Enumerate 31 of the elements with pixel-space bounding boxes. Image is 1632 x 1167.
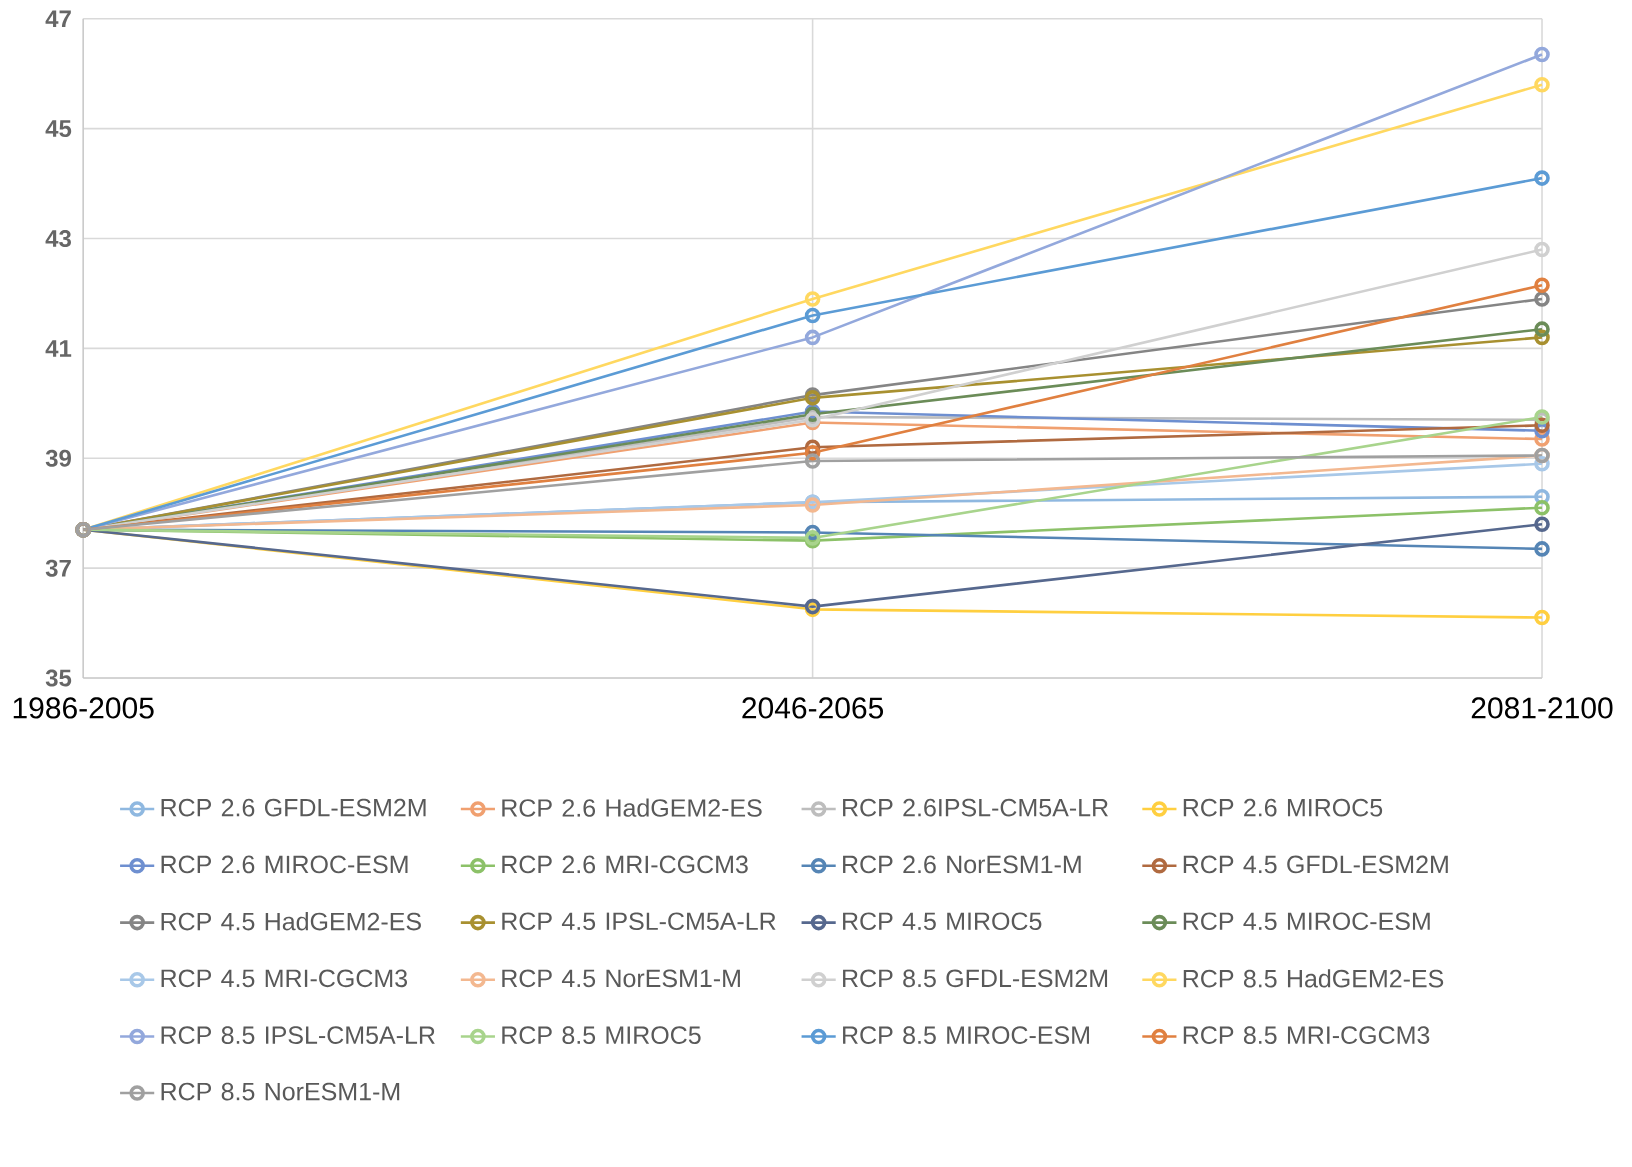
y-tick-label: 45 (45, 120, 72, 138)
legend-label: RCP 4.5 HadGEM2-ES (161, 912, 421, 931)
y-tick-label: 35 (45, 669, 72, 687)
legend-label: RCP 8.5 IPSL-CM5A-LR (161, 1026, 435, 1044)
y-tick-label: 41 (45, 340, 72, 357)
legend-label: RCP 8.5 MIROC-ESM (843, 1026, 1089, 1044)
legend-label: RCP 2.6 GFDL-ESM2M (161, 798, 426, 817)
x-tick-label: 1986-2005 (13, 697, 154, 719)
legend-label: RCP 4.5 IPSL-CM5A-LR (502, 912, 776, 931)
legend-label: RCP 8.5 MIROC5 (502, 1026, 701, 1044)
legend-label: RCP 4.5 MIROC-ESM (1183, 912, 1430, 931)
legend-label: RCP 2.6 MIROC5 (1183, 798, 1383, 817)
legend-label: RCP 2.6 NorESM1-M (843, 855, 1081, 874)
x-tick-label: 2046-2065 (742, 697, 884, 719)
legend-label: RCP 4.5 MIROC5 (843, 912, 1042, 931)
x-tick-label: 2081-2100 (1471, 697, 1613, 719)
legend-label: RCP 2.6IPSL-CM5A-LR (843, 798, 1108, 817)
y-tick-label: 37 (45, 559, 71, 577)
legend-label: RCP 2.6 MRI-CGCM3 (502, 855, 748, 874)
legend-label: RCP 2.6 MIROC-ESM (161, 855, 408, 874)
y-tick-label: 43 (45, 230, 71, 248)
legend-label: RCP 4.5 MRI-CGCM3 (161, 969, 408, 988)
legend-label: RCP 2.6 HadGEM2-ES (502, 798, 762, 817)
legend-label: RCP 8.5 GFDL-ESM2M (843, 969, 1108, 988)
legend-label: RCP 8.5 NorESM1-M (161, 1082, 400, 1101)
legend-label: RCP 4.5 GFDL-ESM2M (1183, 855, 1448, 874)
legend-label: RCP 8.5 HadGEM2-ES (1183, 969, 1444, 988)
legend-label: RCP 8.5 MRI-CGCM3 (1183, 1026, 1430, 1044)
legend-label: RCP 4.5 NorESM1-M (502, 969, 740, 988)
y-tick-label: 47 (45, 10, 71, 28)
y-tick-label: 39 (45, 449, 71, 467)
